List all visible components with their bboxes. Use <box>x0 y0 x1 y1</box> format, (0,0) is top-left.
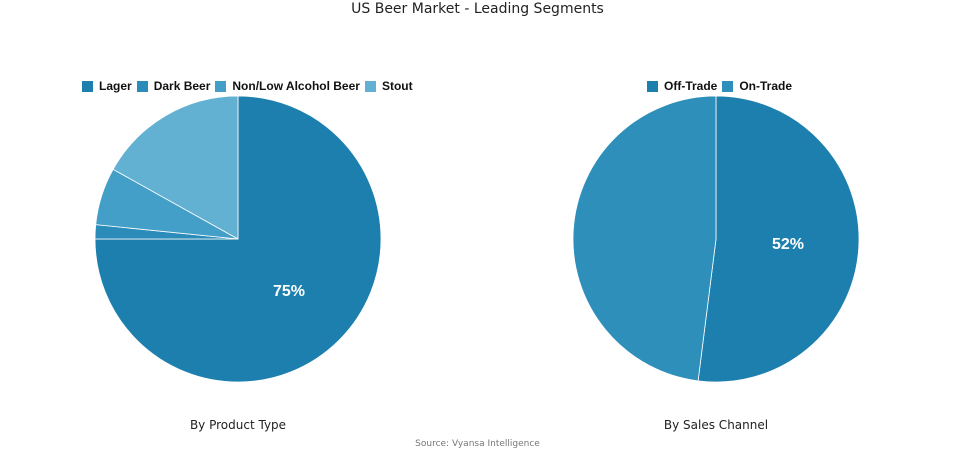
legend-swatch <box>364 80 376 92</box>
legend-label: Off-Trade <box>664 79 718 93</box>
pie-slice-stout[interactable] <box>112 95 239 240</box>
legend-swatch <box>722 80 734 92</box>
pie-sales-channel <box>572 95 860 383</box>
legend-swatch <box>82 80 93 92</box>
legend-label: Non/Low Alcohol Beer <box>232 79 360 93</box>
legend-item-dark-beer[interactable]: Dark Beer <box>136 79 211 93</box>
pie-slice-on-trade[interactable] <box>572 95 717 382</box>
caption-sales-channel: By Sales Channel <box>663 418 769 432</box>
legend-item-non-low-alcohol[interactable]: Non/Low Alcohol Beer <box>215 79 360 93</box>
pie-slice-off-trade[interactable] <box>697 95 860 383</box>
source-note: Source: Vyansa Intelligence <box>415 439 540 449</box>
pie-slice-lager[interactable] <box>94 95 382 383</box>
data-label-off-trade: 52% <box>772 236 804 253</box>
legend-label: Lager <box>99 79 132 93</box>
chart-title: US Beer Market - Leading Segments <box>351 1 604 17</box>
legend-label: On-Trade <box>739 79 793 93</box>
legend-item-on-trade[interactable]: On-Trade <box>722 79 792 93</box>
legend-swatch <box>136 80 148 92</box>
legend-swatch <box>647 80 658 92</box>
data-label-lager: 75% <box>273 283 305 300</box>
legend-sales-channel: Off-Trade On-Trade <box>647 79 797 93</box>
legend-swatch <box>215 80 227 92</box>
legend-item-lager[interactable]: Lager <box>82 79 132 93</box>
legend-label: Stout <box>381 79 413 93</box>
legend-product-type: Lager Dark Beer Non/Low Alcohol Beer Sto… <box>82 79 418 93</box>
legend-item-off-trade[interactable]: Off-Trade <box>647 79 717 93</box>
legend-label: Dark Beer <box>153 79 211 93</box>
caption-product-type: By Product Type <box>189 418 287 432</box>
pie-product-type <box>94 95 382 383</box>
legend-item-stout[interactable]: Stout <box>364 79 413 93</box>
